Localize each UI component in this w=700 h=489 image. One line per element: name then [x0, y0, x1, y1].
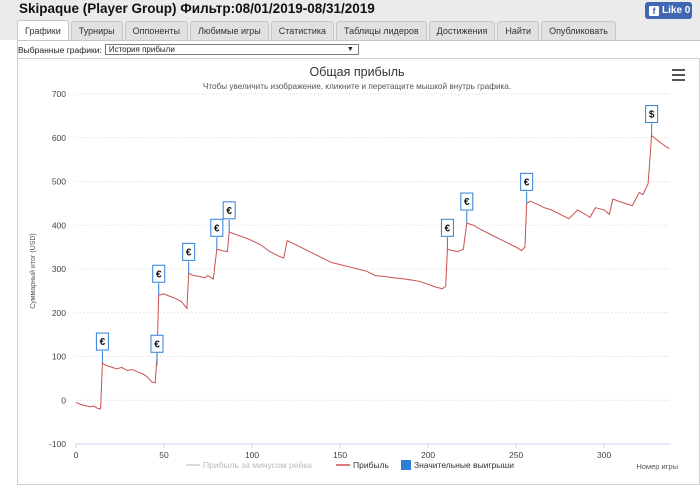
big-win-symbol: €	[445, 223, 451, 234]
big-win-marker[interactable]: €	[182, 242, 196, 274]
page-title: Skipaque (Player Group) Фильтр:08/01/201…	[19, 1, 375, 16]
big-win-marker[interactable]: €	[520, 172, 534, 204]
x-tick-label: 0	[74, 450, 79, 460]
chart-selector-label: Выбранные графики:	[18, 44, 102, 55]
y-axis-ticks: -100 0 100 200 300 400 500 600 700	[49, 89, 66, 449]
tab-tournaments[interactable]: Турниры	[70, 21, 123, 40]
legend-item-profit[interactable]: Прибыль	[336, 460, 390, 470]
x-axis-label: Номер игры	[636, 462, 678, 471]
facebook-like-button[interactable]: f Like 0	[645, 2, 692, 19]
legend-label-rake: Прибыль за минусом рейка	[203, 460, 312, 470]
x-tick-label: 250	[509, 450, 523, 460]
tab-statistics[interactable]: Статистика	[270, 21, 335, 40]
y-tick-label: -100	[49, 439, 66, 449]
x-tick-label: 50	[159, 450, 169, 460]
chart-legend: Прибыль за минусом рейка Прибыль Значите…	[186, 460, 514, 470]
tab-achievements[interactable]: Достижения	[428, 21, 496, 40]
legend-item-rake[interactable]: Прибыль за минусом рейка	[186, 460, 312, 470]
big-win-markers: € € € € € € € € € $	[95, 105, 659, 366]
x-axis-ticks: 0 50 100 150 200 250 300	[74, 444, 611, 460]
big-win-marker[interactable]: €	[95, 332, 109, 364]
content-panel	[17, 40, 700, 485]
big-win-marker[interactable]: €	[210, 218, 224, 250]
chart-selector-dropdown[interactable]: История прибыли ▼	[104, 44, 359, 55]
x-tick-label: 200	[421, 450, 435, 460]
big-win-marker[interactable]: $	[645, 105, 659, 136]
big-win-marker[interactable]: €	[150, 334, 164, 366]
big-win-marker[interactable]: €	[222, 201, 236, 232]
tab-bar: Графики Турниры Оппоненты Любимые игры С…	[17, 20, 618, 40]
x-tick-label: 150	[333, 450, 347, 460]
chart-title: Общая прибыль	[309, 65, 404, 79]
big-win-symbol: €	[464, 197, 470, 208]
big-win-symbol: €	[524, 177, 530, 188]
tab-favorite-games[interactable]: Любимые игры	[189, 21, 269, 40]
y-tick-label: 600	[52, 133, 66, 143]
profit-chart[interactable]: -100 0 100 200 300 400 500 600 700 0 50 100 150 200 2…	[18, 59, 699, 484]
tab-publish[interactable]: Опубликовать	[541, 21, 616, 40]
chart-selector-value: История прибыли	[108, 45, 175, 54]
tab-leaderboards[interactable]: Таблицы лидеров	[336, 21, 427, 40]
y-tick-label: 0	[61, 395, 66, 405]
big-win-symbol: $	[649, 110, 655, 121]
big-win-symbol: €	[214, 223, 220, 234]
big-win-marker[interactable]: €	[152, 264, 166, 296]
y-tick-label: 400	[52, 220, 66, 230]
y-tick-label: 200	[52, 308, 66, 318]
x-tick-label: 100	[245, 450, 259, 460]
like-label: Like 0	[662, 5, 691, 16]
big-win-symbol: €	[226, 206, 232, 217]
big-win-symbol: €	[156, 269, 162, 280]
legend-item-big-wins[interactable]: Значительные выигрыши	[401, 460, 514, 470]
big-win-symbol: €	[186, 247, 192, 258]
facebook-icon: f	[649, 5, 659, 16]
y-axis-label: Суммарный итог (USD)	[29, 233, 37, 309]
hamburger-menu-icon[interactable]	[672, 69, 685, 81]
y-tick-label: 100	[52, 352, 66, 362]
y-tick-label: 700	[52, 89, 66, 99]
x-tick-label: 300	[597, 450, 611, 460]
y-tick-label: 500	[52, 177, 66, 187]
caret-down-icon: ▼	[346, 46, 354, 53]
legend-label-profit: Прибыль	[353, 460, 390, 470]
big-win-symbol: €	[100, 337, 106, 348]
tab-opponents[interactable]: Оппоненты	[124, 21, 188, 40]
profit-series-line	[75, 134, 670, 410]
legend-label-big-wins: Значительные выигрыши	[414, 460, 514, 470]
big-win-marker[interactable]: €	[460, 192, 474, 224]
tab-graphs[interactable]: Графики	[17, 20, 69, 40]
chart-subtitle: Чтобы увеличить изображение, кликните и …	[203, 82, 511, 91]
big-win-symbol: €	[154, 339, 160, 350]
tab-find[interactable]: Найти	[497, 21, 540, 40]
y-tick-label: 300	[52, 264, 66, 274]
chart-grid	[76, 93, 671, 445]
big-win-marker[interactable]: €	[440, 218, 454, 250]
chart-container[interactable]: -100 0 100 200 300 400 500 600 700 0 50 100 150 200 2…	[17, 58, 700, 485]
chart-selector-row: Выбранные графики: История прибыли ▼	[18, 44, 359, 55]
